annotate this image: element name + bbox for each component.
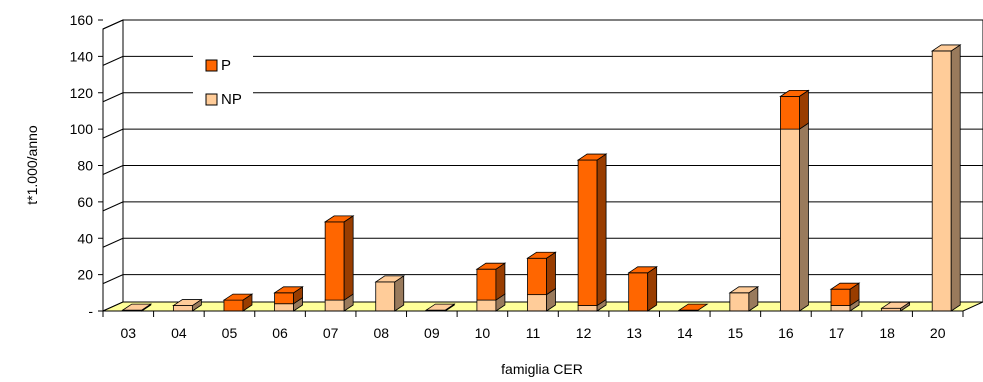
bar-top — [779, 89, 810, 97]
x-tick-label: 08 — [373, 325, 389, 341]
y-tick-labels: - 20 40 60 80 100 120 140 160 — [70, 12, 103, 319]
x-tick-label: 15 — [728, 325, 744, 341]
legend-label-np: NP — [221, 91, 242, 108]
y-tick-label: 140 — [70, 48, 94, 64]
bar-p-07 — [324, 215, 354, 301]
gridline-diagonal — [102, 92, 124, 103]
y-tick-label: 80 — [77, 158, 93, 174]
bar-p-13 — [628, 266, 658, 312]
legend-label-p: P — [221, 57, 231, 74]
gridline-diagonal — [102, 274, 124, 285]
x-tick-label: 16 — [778, 325, 794, 341]
gridline-diagonal — [102, 165, 124, 175]
y-tick-label: - — [88, 303, 93, 319]
bar-top — [880, 301, 911, 309]
bar-p-11 — [527, 251, 556, 296]
bar-np-16 — [780, 122, 809, 312]
x-tick-label: 04 — [171, 325, 187, 341]
x-tick-label: 20 — [930, 325, 946, 341]
bar-np-08 — [375, 275, 405, 312]
gridline-diagonal — [102, 237, 124, 248]
bar-top — [273, 286, 304, 294]
x-tick-label: 05 — [222, 325, 238, 341]
bar-top — [677, 303, 709, 311]
gridline-diagonal — [102, 19, 124, 30]
bar-top — [526, 251, 557, 259]
gridline-diagonal — [102, 128, 124, 139]
x-tick-label: 10 — [475, 325, 491, 341]
x-tick-label: 17 — [829, 325, 845, 341]
legend: P NP — [193, 44, 253, 116]
bar-top — [374, 275, 406, 283]
y-tick-label: 160 — [70, 12, 94, 28]
legend-box — [193, 44, 253, 116]
bar-np-15 — [729, 286, 759, 312]
x-tick-labels: 03 04 05 06 07 08 09 10 11 12 13 14 15 16 17 18 20 — [102, 29, 964, 341]
x-tick-label: 18 — [879, 325, 895, 341]
bar-top — [323, 215, 355, 223]
bar-top — [930, 44, 962, 52]
bar-top — [627, 266, 658, 274]
bar-top — [475, 262, 507, 270]
bar-top — [172, 299, 203, 306]
gridline-diagonal — [102, 201, 124, 212]
bar-np-20 — [931, 44, 961, 312]
y-tick-label: 20 — [77, 267, 93, 283]
bar-top — [121, 303, 153, 311]
bar-top — [425, 303, 456, 311]
x-tick-label: 11 — [526, 325, 541, 341]
gridline-diagonal — [102, 55, 124, 66]
x-tick-label: 06 — [272, 325, 288, 341]
legend-swatch-p — [205, 59, 218, 72]
bar-p-12 — [577, 153, 607, 307]
bar-top — [829, 282, 861, 290]
y-tick-label: 60 — [77, 194, 93, 210]
y-axis-title: t*1.000/anno — [24, 125, 40, 205]
x-tick-label: 03 — [121, 325, 137, 341]
bars — [121, 44, 962, 312]
x-axis-title: famiglia CER — [501, 361, 583, 377]
x-tick-label: 12 — [576, 325, 592, 341]
bar-top — [222, 293, 254, 301]
bar-p-10 — [476, 262, 506, 301]
bar-top — [728, 286, 760, 294]
y-tick-label: 100 — [70, 121, 94, 137]
legend-swatch-np — [205, 93, 218, 106]
x-tick-label: 07 — [323, 325, 339, 341]
x-tick-label: 13 — [626, 325, 642, 341]
bar-top — [576, 153, 608, 161]
x-tick-label: 14 — [677, 325, 693, 341]
y-tick-label: 40 — [77, 230, 93, 246]
x-tick-label: 09 — [424, 325, 440, 341]
y-tick-label: 120 — [70, 85, 94, 101]
